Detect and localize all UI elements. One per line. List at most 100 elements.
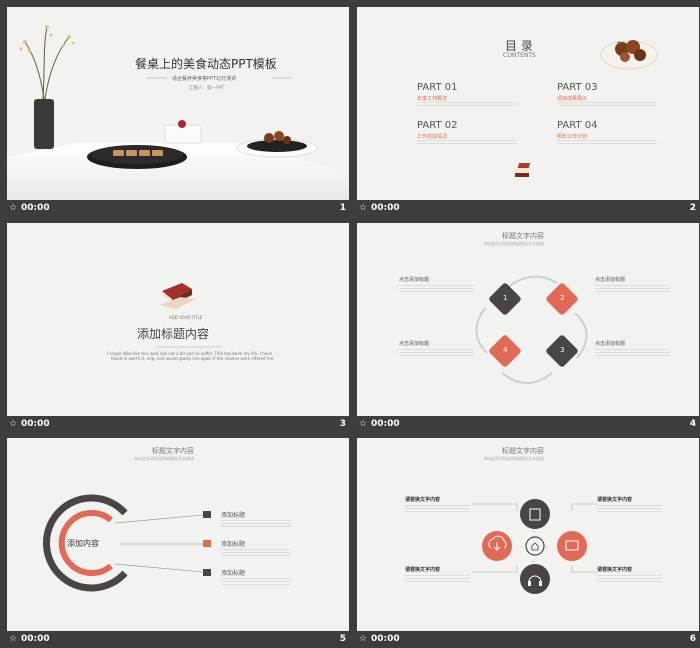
headset-icon	[520, 564, 550, 594]
svg-text:›: ›	[546, 544, 548, 549]
hub-label-4: 请替换文字内容	[597, 567, 633, 573]
ring-diagram	[43, 494, 211, 592]
slide-4-title: 标题文字内容	[502, 232, 544, 240]
animation-star-icon: ☆	[9, 634, 18, 644]
cycle-node-3	[546, 335, 578, 367]
part-4-desc-placeholder	[557, 140, 657, 146]
slide-timing: 00:00	[21, 203, 50, 213]
slide-timing: 00:00	[371, 634, 400, 644]
cycle-num-4: 4	[503, 346, 508, 354]
slide-1-footer: ☆ 00:00 1	[7, 200, 349, 217]
item-1-desc-placeholder	[399, 285, 474, 293]
cycle-node-2	[546, 283, 578, 315]
hub-label-3: 请替换文字内容	[405, 567, 441, 573]
ring-item-2-desc-placeholder	[221, 549, 291, 556]
part-2-desc-placeholder	[417, 140, 517, 146]
animation-star-icon: ☆	[359, 634, 368, 644]
cycle-node-1	[489, 283, 521, 315]
slide-6-title: 标题文字内容	[502, 447, 544, 455]
doc-icon	[520, 499, 550, 529]
item-3-desc-placeholder	[595, 349, 670, 357]
slide-2-title-en: CONTENTS	[503, 52, 536, 59]
slide-canvas: 标题文字内容 单击此处添加说明或图标文本描述	[357, 223, 699, 416]
slide-4-footer: ☆ 00:00 4	[357, 416, 699, 433]
slide-canvas: 标题文字内容 单击此处添加说明或图标文本描述 添加内容 添加标题 添加标题 添加…	[7, 438, 349, 631]
slide-canvas: 标题文字内容 单击此处添加说明或图标文本描述 ⌃ ⌄ ‹ ›	[357, 438, 699, 631]
slide-canvas: ADD YOUR TITLE 添加标题内容 I single alike lik…	[7, 223, 349, 416]
slide-number: 1	[339, 203, 346, 213]
slide-4-subtitle: 单击此处添加说明或图标文本描述	[484, 241, 544, 246]
slide-timing: 00:00	[371, 419, 400, 429]
slide-1-title: 餐桌上的美食动态PPT模板	[135, 57, 277, 71]
slide-2-title: 目 录	[505, 39, 533, 53]
item-3-label: 点击添加标题	[595, 341, 626, 347]
slide-5-title: 标题文字内容	[152, 447, 194, 455]
hub-label-2: 请替换文字内容	[597, 497, 633, 503]
item-2-desc-placeholder	[595, 285, 670, 293]
slide-6-footer: ☆ 00:00 6	[357, 631, 699, 648]
ring-item-1-desc-placeholder	[221, 520, 291, 527]
part-4-label: PART 04	[557, 120, 598, 131]
part-1-desc-placeholder	[417, 102, 517, 108]
food-plate-illustration	[514, 40, 658, 177]
part-4-sub: 明年工作计划	[557, 134, 588, 140]
slide-thumb-1[interactable]: 餐桌上的美食动态PPT模板 适合餐养美食等PPT幻灯演讲 汇报人：第一PPT ☆…	[7, 7, 349, 217]
part-2-sub: 工作完成情况	[417, 134, 448, 140]
slide-6-subtitle: 单击此处添加说明或图标文本描述	[484, 456, 544, 461]
ring-item-2-label: 添加标题	[221, 541, 246, 548]
item-4-desc-placeholder	[399, 349, 474, 357]
ring-item-3-label: 添加标题	[221, 570, 246, 577]
slide-timing: 00:00	[21, 419, 50, 429]
slide-1-subtitle: 适合餐养美食等PPT幻灯演讲	[172, 76, 237, 82]
ring-center-label: 添加内容	[67, 539, 99, 548]
cycle-num-3: 3	[560, 346, 565, 354]
animation-star-icon: ☆	[359, 203, 368, 213]
slide-number: 5	[339, 634, 346, 644]
slide-3-desc-1: I single alike like this well, but not a…	[107, 351, 273, 356]
animation-star-icon: ☆	[359, 419, 368, 429]
part-2-label: PART 02	[417, 120, 458, 131]
slide-canvas: 目 录 CONTENTS PART 01 年度工作概述 PART 02 工作完成…	[357, 7, 699, 200]
slide-number: 6	[689, 634, 696, 644]
ring-item-1-label: 添加标题	[221, 512, 246, 519]
svg-text:⌄: ⌄	[532, 558, 535, 563]
svg-text:‹: ‹	[521, 544, 523, 549]
item-2-label: 点击添加标题	[595, 277, 626, 283]
part-1-label: PART 01	[417, 82, 458, 93]
slide-thumb-3[interactable]: ADD YOUR TITLE 添加标题内容 I single alike lik…	[7, 223, 349, 433]
animation-star-icon: ☆	[9, 203, 18, 213]
icon-hub-diagram: ⌃ ⌄ ‹ ›	[472, 499, 597, 594]
slide-2-footer: ☆ 00:00 2	[357, 200, 699, 217]
cake-illustration	[157, 283, 222, 348]
slide-1-presenter: 汇报人：第一PPT	[189, 86, 225, 91]
hub-desc-3-placeholder	[405, 575, 470, 583]
slide-thumb-5[interactable]: 标题文字内容 单击此处添加说明或图标文本描述 添加内容 添加标题 添加标题 添加…	[7, 438, 349, 648]
part-3-desc-placeholder	[557, 102, 657, 108]
slide-thumb-6[interactable]: 标题文字内容 单击此处添加说明或图标文本描述 ⌃ ⌄ ‹ ›	[357, 438, 699, 648]
slide-thumb-2[interactable]: 目 录 CONTENTS PART 01 年度工作概述 PART 02 工作完成…	[357, 7, 699, 217]
ring-item-3-desc-placeholder	[221, 578, 291, 585]
slide-number: 3	[339, 419, 346, 429]
slide-3-small-title: ADD YOUR TITLE	[169, 315, 203, 320]
home-icon	[525, 536, 545, 556]
cycle-num-2: 2	[560, 294, 565, 302]
slide-number: 2	[689, 203, 696, 213]
hub-desc-4-placeholder	[597, 575, 662, 583]
part-3-sub: 项目成果展示	[557, 96, 588, 102]
cycle-diagram	[475, 275, 588, 384]
item-1-label: 点击添加标题	[399, 277, 430, 283]
slide-number: 4	[689, 419, 696, 429]
slide-timing: 00:00	[21, 634, 50, 644]
part-3-label: PART 03	[557, 82, 598, 93]
cycle-node-4	[489, 335, 521, 367]
hub-desc-1-placeholder	[405, 505, 470, 513]
item-4-label: 点击添加标题	[399, 341, 430, 347]
slide-thumb-4[interactable]: 标题文字内容 单击此处添加说明或图标文本描述	[357, 223, 699, 433]
table-scene-illustration	[7, 25, 349, 200]
part-1-sub: 年度工作概述	[417, 96, 448, 102]
image-icon	[557, 531, 587, 561]
slide-timing: 00:00	[371, 203, 400, 213]
slide-5-subtitle: 单击此处添加说明或图标文本描述	[134, 456, 194, 461]
slide-3-title: 添加标题内容	[137, 327, 210, 341]
